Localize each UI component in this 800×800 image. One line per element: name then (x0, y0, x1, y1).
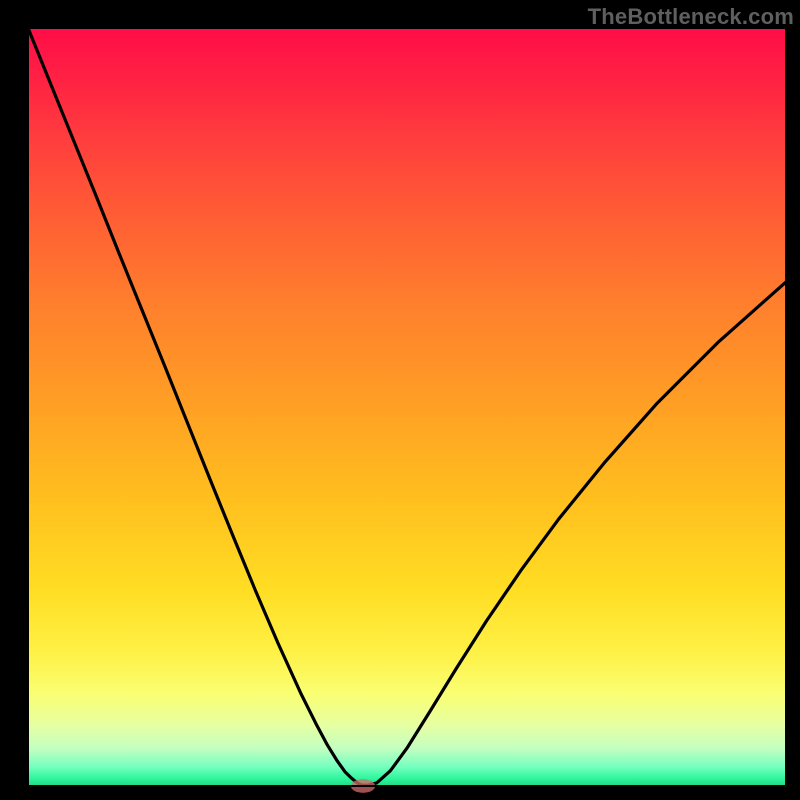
plot-svg (0, 0, 800, 800)
watermark-text: TheBottleneck.com (588, 4, 794, 30)
bottleneck-chart: TheBottleneck.com (0, 0, 800, 800)
